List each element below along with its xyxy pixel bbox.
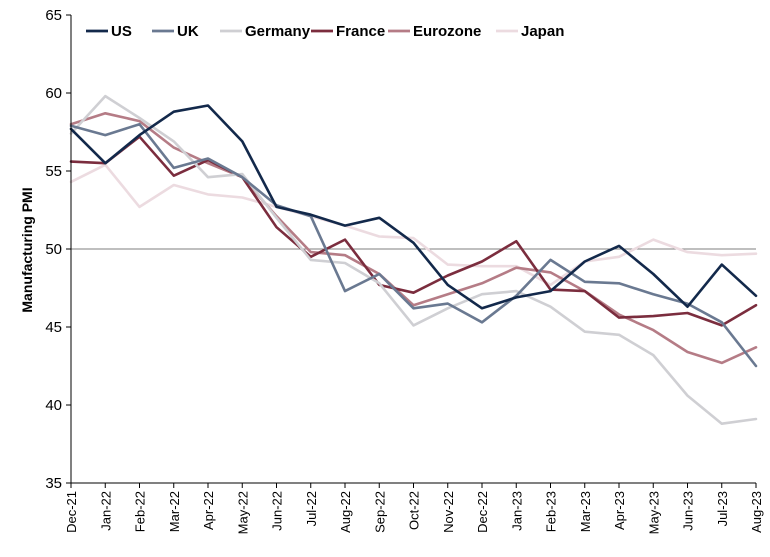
x-tick-label: Aug-22 [338, 491, 353, 533]
x-tick-label: Jan-23 [509, 491, 524, 531]
legend-label-eurozone: Eurozone [413, 23, 481, 40]
y-axis-label: Manufacturing PMI [19, 187, 35, 312]
x-tick-label: Oct-22 [407, 491, 422, 530]
x-tick-label: Dec-22 [475, 491, 490, 533]
x-tick-label: Nov-22 [441, 491, 456, 533]
x-tick-label: Feb-23 [544, 491, 559, 532]
series-line-japan [69, 163, 758, 287]
x-tick-label: Jul-23 [715, 491, 730, 526]
x-tick-label: Apr-22 [201, 491, 216, 530]
x-tick-label: Aug-23 [749, 491, 764, 533]
y-tick-label: 45 [45, 319, 62, 336]
y-tick-label: 65 [45, 7, 62, 24]
x-tick-label: Mar-23 [578, 491, 593, 532]
x-tick-label: Jan-22 [98, 491, 113, 531]
x-tick-label: Jun-22 [270, 491, 285, 531]
x-tick-label: Feb-22 [133, 491, 148, 532]
x-tick-label: May-22 [235, 491, 250, 534]
series-line-uk [69, 122, 758, 368]
legend-label-uk: UK [177, 23, 199, 40]
x-tick-label: Jul-22 [304, 491, 319, 526]
series-line-germany [69, 94, 758, 426]
y-tick-label: 35 [45, 475, 62, 492]
legend-label-germany: Germany [245, 23, 311, 40]
x-tick-label: Dec-21 [64, 491, 79, 533]
y-tick-label: 55 [45, 163, 62, 180]
x-tick-label: Sep-22 [372, 491, 387, 533]
y-tick-label: 40 [45, 397, 62, 414]
x-tick-label: Apr-23 [612, 491, 627, 530]
series-line-us [69, 104, 758, 310]
y-tick-label: 50 [45, 241, 62, 258]
x-tick-label: May-23 [646, 491, 661, 534]
x-tick-label: Jun-23 [681, 491, 696, 531]
series-line-france [69, 135, 758, 327]
legend-label-france: France [336, 23, 385, 40]
legend-label-japan: Japan [521, 23, 564, 40]
y-tick-label: 60 [45, 85, 62, 102]
x-tick-label: Mar-22 [167, 491, 182, 532]
legend-label-us: US [111, 23, 132, 40]
